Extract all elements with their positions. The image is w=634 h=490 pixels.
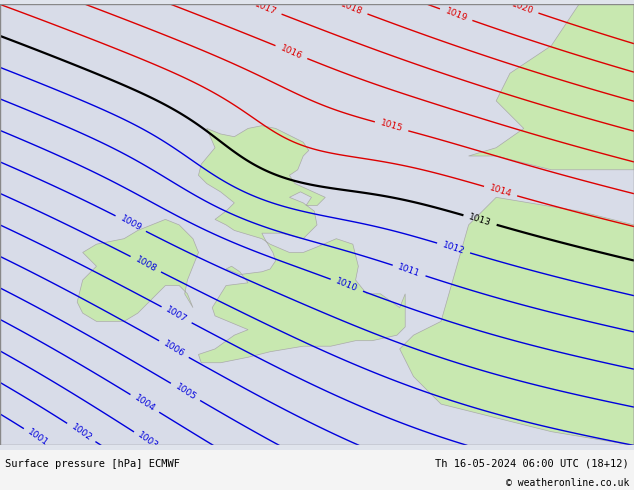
Text: 1010: 1010	[335, 277, 359, 294]
Text: Surface pressure [hPa] ECMWF: Surface pressure [hPa] ECMWF	[5, 459, 180, 469]
Text: 1011: 1011	[397, 263, 422, 279]
Polygon shape	[399, 197, 634, 445]
Text: 1009: 1009	[119, 214, 143, 233]
Text: 1005: 1005	[174, 382, 198, 402]
Text: 1013: 1013	[468, 212, 493, 228]
Text: 1012: 1012	[441, 240, 466, 256]
Text: 1002: 1002	[69, 422, 93, 443]
Bar	[0, 4, 634, 445]
Text: 1001: 1001	[26, 427, 50, 448]
Text: 1019: 1019	[444, 6, 469, 23]
Text: 1020: 1020	[510, 0, 534, 16]
Text: 1004: 1004	[133, 393, 157, 414]
Text: 1017: 1017	[253, 0, 278, 17]
Text: 1015: 1015	[379, 119, 404, 134]
Text: 1003: 1003	[136, 431, 160, 451]
Text: 1018: 1018	[339, 0, 364, 17]
Text: 1008: 1008	[134, 255, 158, 274]
Text: 1007: 1007	[164, 305, 189, 324]
Polygon shape	[77, 220, 198, 321]
Text: Th 16-05-2024 06:00 UTC (18+12): Th 16-05-2024 06:00 UTC (18+12)	[435, 459, 629, 469]
Polygon shape	[469, 4, 634, 170]
Polygon shape	[198, 125, 405, 363]
Text: 1014: 1014	[488, 183, 513, 199]
Text: 1016: 1016	[279, 43, 304, 61]
Text: © weatheronline.co.uk: © weatheronline.co.uk	[505, 478, 629, 488]
Text: 1006: 1006	[162, 339, 186, 359]
